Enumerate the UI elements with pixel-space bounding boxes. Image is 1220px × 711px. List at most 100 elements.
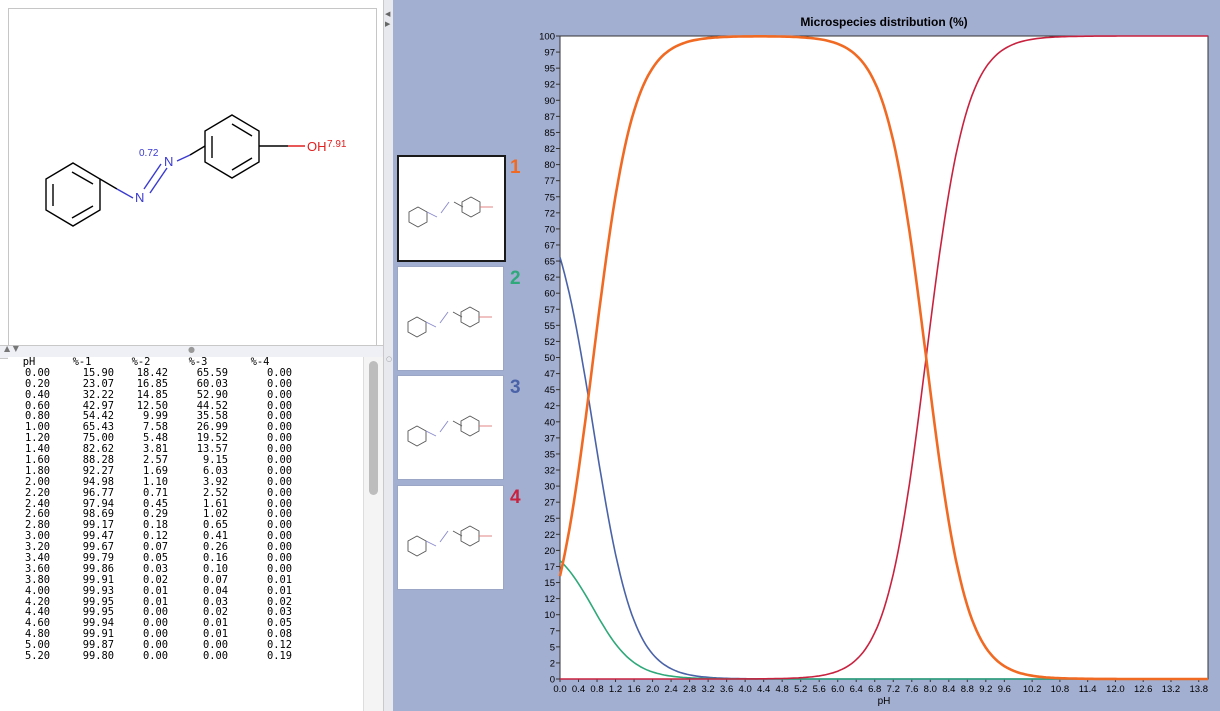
- bond-n-ring: [176, 154, 191, 162]
- structure-viewer[interactable]: N N 0.72 OH 7.91: [8, 8, 377, 347]
- table-cell: 0.02: [202, 606, 228, 619]
- table-header-cell: %-3: [188, 357, 208, 368]
- y-tick-label: 17: [544, 562, 555, 573]
- table-cell: 0.26: [202, 541, 228, 554]
- table-cell: 1.10: [142, 475, 168, 488]
- table-cell: 0.01: [202, 617, 228, 630]
- x-tick-label: 6.0: [831, 684, 844, 695]
- table-cell: 0.12: [142, 530, 168, 543]
- table-cell: 26.99: [196, 421, 228, 434]
- x-tick-label: 8.4: [942, 684, 955, 695]
- table-scrollbar-thumb[interactable]: [369, 361, 378, 495]
- table-cell: 0.00: [142, 639, 168, 652]
- table-cell: 1.20: [24, 432, 50, 445]
- table-row: 3.20 99.67 0.07 0.26 0.00: [8, 542, 363, 553]
- table-row: 1.40 82.62 3.81 13.57 0.00: [8, 444, 363, 455]
- table-cell: 98.69: [82, 508, 114, 521]
- bond-n-ring-black: [189, 145, 206, 156]
- table-cell: 0.00: [266, 443, 292, 456]
- y-tick-label: 27: [544, 498, 555, 509]
- table-cell: 35.58: [196, 410, 228, 423]
- table-scrollbar[interactable]: [363, 357, 384, 711]
- table-cell: 52.90: [196, 388, 228, 401]
- splitter-grip-icon[interactable]: ○: [386, 355, 393, 363]
- table-cell: 0.00: [266, 497, 292, 510]
- table-row: 1.80 92.27 1.69 6.03 0.00: [8, 466, 363, 477]
- left-pane: N N 0.72 OH 7.91 ▲ ▼ ● pH %-1 %-2 %-3 %-4 0.0…: [0, 0, 384, 711]
- table-row: 2.00 94.98 1.10 3.92 0.00: [8, 475, 363, 488]
- table-row: 2.60 98.69 0.29 1.02 0.00: [8, 509, 363, 520]
- table-header-cell: %-2: [131, 357, 151, 368]
- bond-ring-n-blue: [116, 188, 134, 199]
- table-cell: 4.40: [24, 606, 50, 619]
- table-cell: 0.03: [142, 562, 168, 575]
- y-tick-label: 0: [550, 675, 555, 686]
- y-tick-label: 67: [544, 240, 555, 251]
- y-tick-label: 2: [550, 658, 555, 669]
- table-cell: 3.92: [202, 475, 228, 488]
- y-tick-label: 15: [544, 578, 555, 589]
- y-tick-label: 20: [544, 546, 555, 557]
- species-card-4[interactable]: [397, 485, 504, 590]
- table-cell: 0.00: [266, 519, 292, 532]
- y-tick-label: 70: [544, 224, 555, 235]
- x-tick-label: 7.2: [887, 684, 900, 695]
- table-cell: 3.20: [24, 541, 50, 554]
- table-cell: 0.00: [266, 366, 292, 379]
- splitter-arrows-icon[interactable]: ▲ ▼: [4, 344, 19, 353]
- collapse-left-icon[interactable]: ◀: [385, 10, 391, 18]
- y-tick-label: 50: [544, 353, 555, 364]
- table-cell: 3.40: [24, 552, 50, 565]
- table-cell: 0.00: [266, 486, 292, 499]
- x-tick-label: 5.6: [813, 684, 826, 695]
- table-row: 1.60 88.28 2.57 9.15 0.00: [8, 455, 363, 466]
- table-cell: 0.19: [266, 650, 292, 663]
- species-card-3[interactable]: [397, 375, 504, 480]
- y-tick-label: 82: [544, 144, 555, 155]
- y-tick-label: 45: [544, 385, 555, 396]
- table-cell: 16.85: [136, 377, 168, 390]
- table-cell: 0.29: [142, 508, 168, 521]
- distribution-table: pH %-1 %-2 %-3 %-4 0.00 15.90 18.42 65.59 0.00 0.2…: [8, 357, 363, 711]
- species-card-1[interactable]: [397, 155, 506, 262]
- table-cell: 4.20: [24, 595, 50, 608]
- table-cell: 0.00: [266, 552, 292, 565]
- species-thumbnail: [408, 196, 493, 228]
- table-cell: 0.10: [202, 562, 228, 575]
- y-tick-label: 87: [544, 112, 555, 123]
- table-row: 2.20 96.77 0.71 2.52 0.00: [8, 486, 363, 499]
- table-row: 4.00 99.93 0.01 0.04 0.01: [8, 585, 363, 597]
- table-cell: 1.40: [24, 443, 50, 456]
- table-cell: 13.57: [196, 443, 228, 456]
- x-tick-label: 5.2: [794, 684, 807, 695]
- plot-area: [559, 35, 1209, 680]
- collapse-right-icon[interactable]: ▶: [385, 20, 391, 28]
- table-cell: 99.86: [82, 562, 114, 575]
- table-cell: 0.00: [266, 388, 292, 401]
- table-row: 0.60 42.97 12.50 44.52 0.00: [8, 399, 363, 412]
- x-tick-label: 12.0: [1106, 684, 1125, 695]
- table-cell: 0.01: [142, 595, 168, 608]
- species-number-1: 1: [510, 157, 521, 178]
- species-number-3: 3: [510, 377, 521, 398]
- species-card-2[interactable]: [397, 266, 504, 371]
- table-row: 3.60 99.86 0.03 0.10 0.00: [8, 564, 363, 575]
- x-axis-label: pH: [878, 696, 891, 707]
- table-cell: 0.00: [266, 562, 292, 575]
- atom-n-upper: N: [164, 154, 173, 169]
- table-cell: 0.07: [202, 573, 228, 586]
- table-cell: 0.00: [266, 475, 292, 488]
- x-tick-label: 6.4: [850, 684, 863, 695]
- table-cell: 1.80: [24, 464, 50, 477]
- table-cell: 1.69: [142, 464, 168, 477]
- table-cell: 99.80: [82, 650, 114, 663]
- splitter-grip-icon[interactable]: ●: [188, 345, 195, 354]
- table-cell: 88.28: [82, 454, 114, 467]
- y-tick-label: 35: [544, 449, 555, 460]
- table-cell: 23.07: [82, 377, 114, 390]
- table-cell: 0.03: [202, 595, 228, 608]
- microspecies-chart: Microspecies distribution (%)02571012151…: [539, 15, 1209, 707]
- table-row: 1.20 75.00 5.48 19.52 0.00: [8, 433, 363, 444]
- table-cell: 82.62: [82, 443, 114, 456]
- table-cell: 0.60: [24, 399, 50, 412]
